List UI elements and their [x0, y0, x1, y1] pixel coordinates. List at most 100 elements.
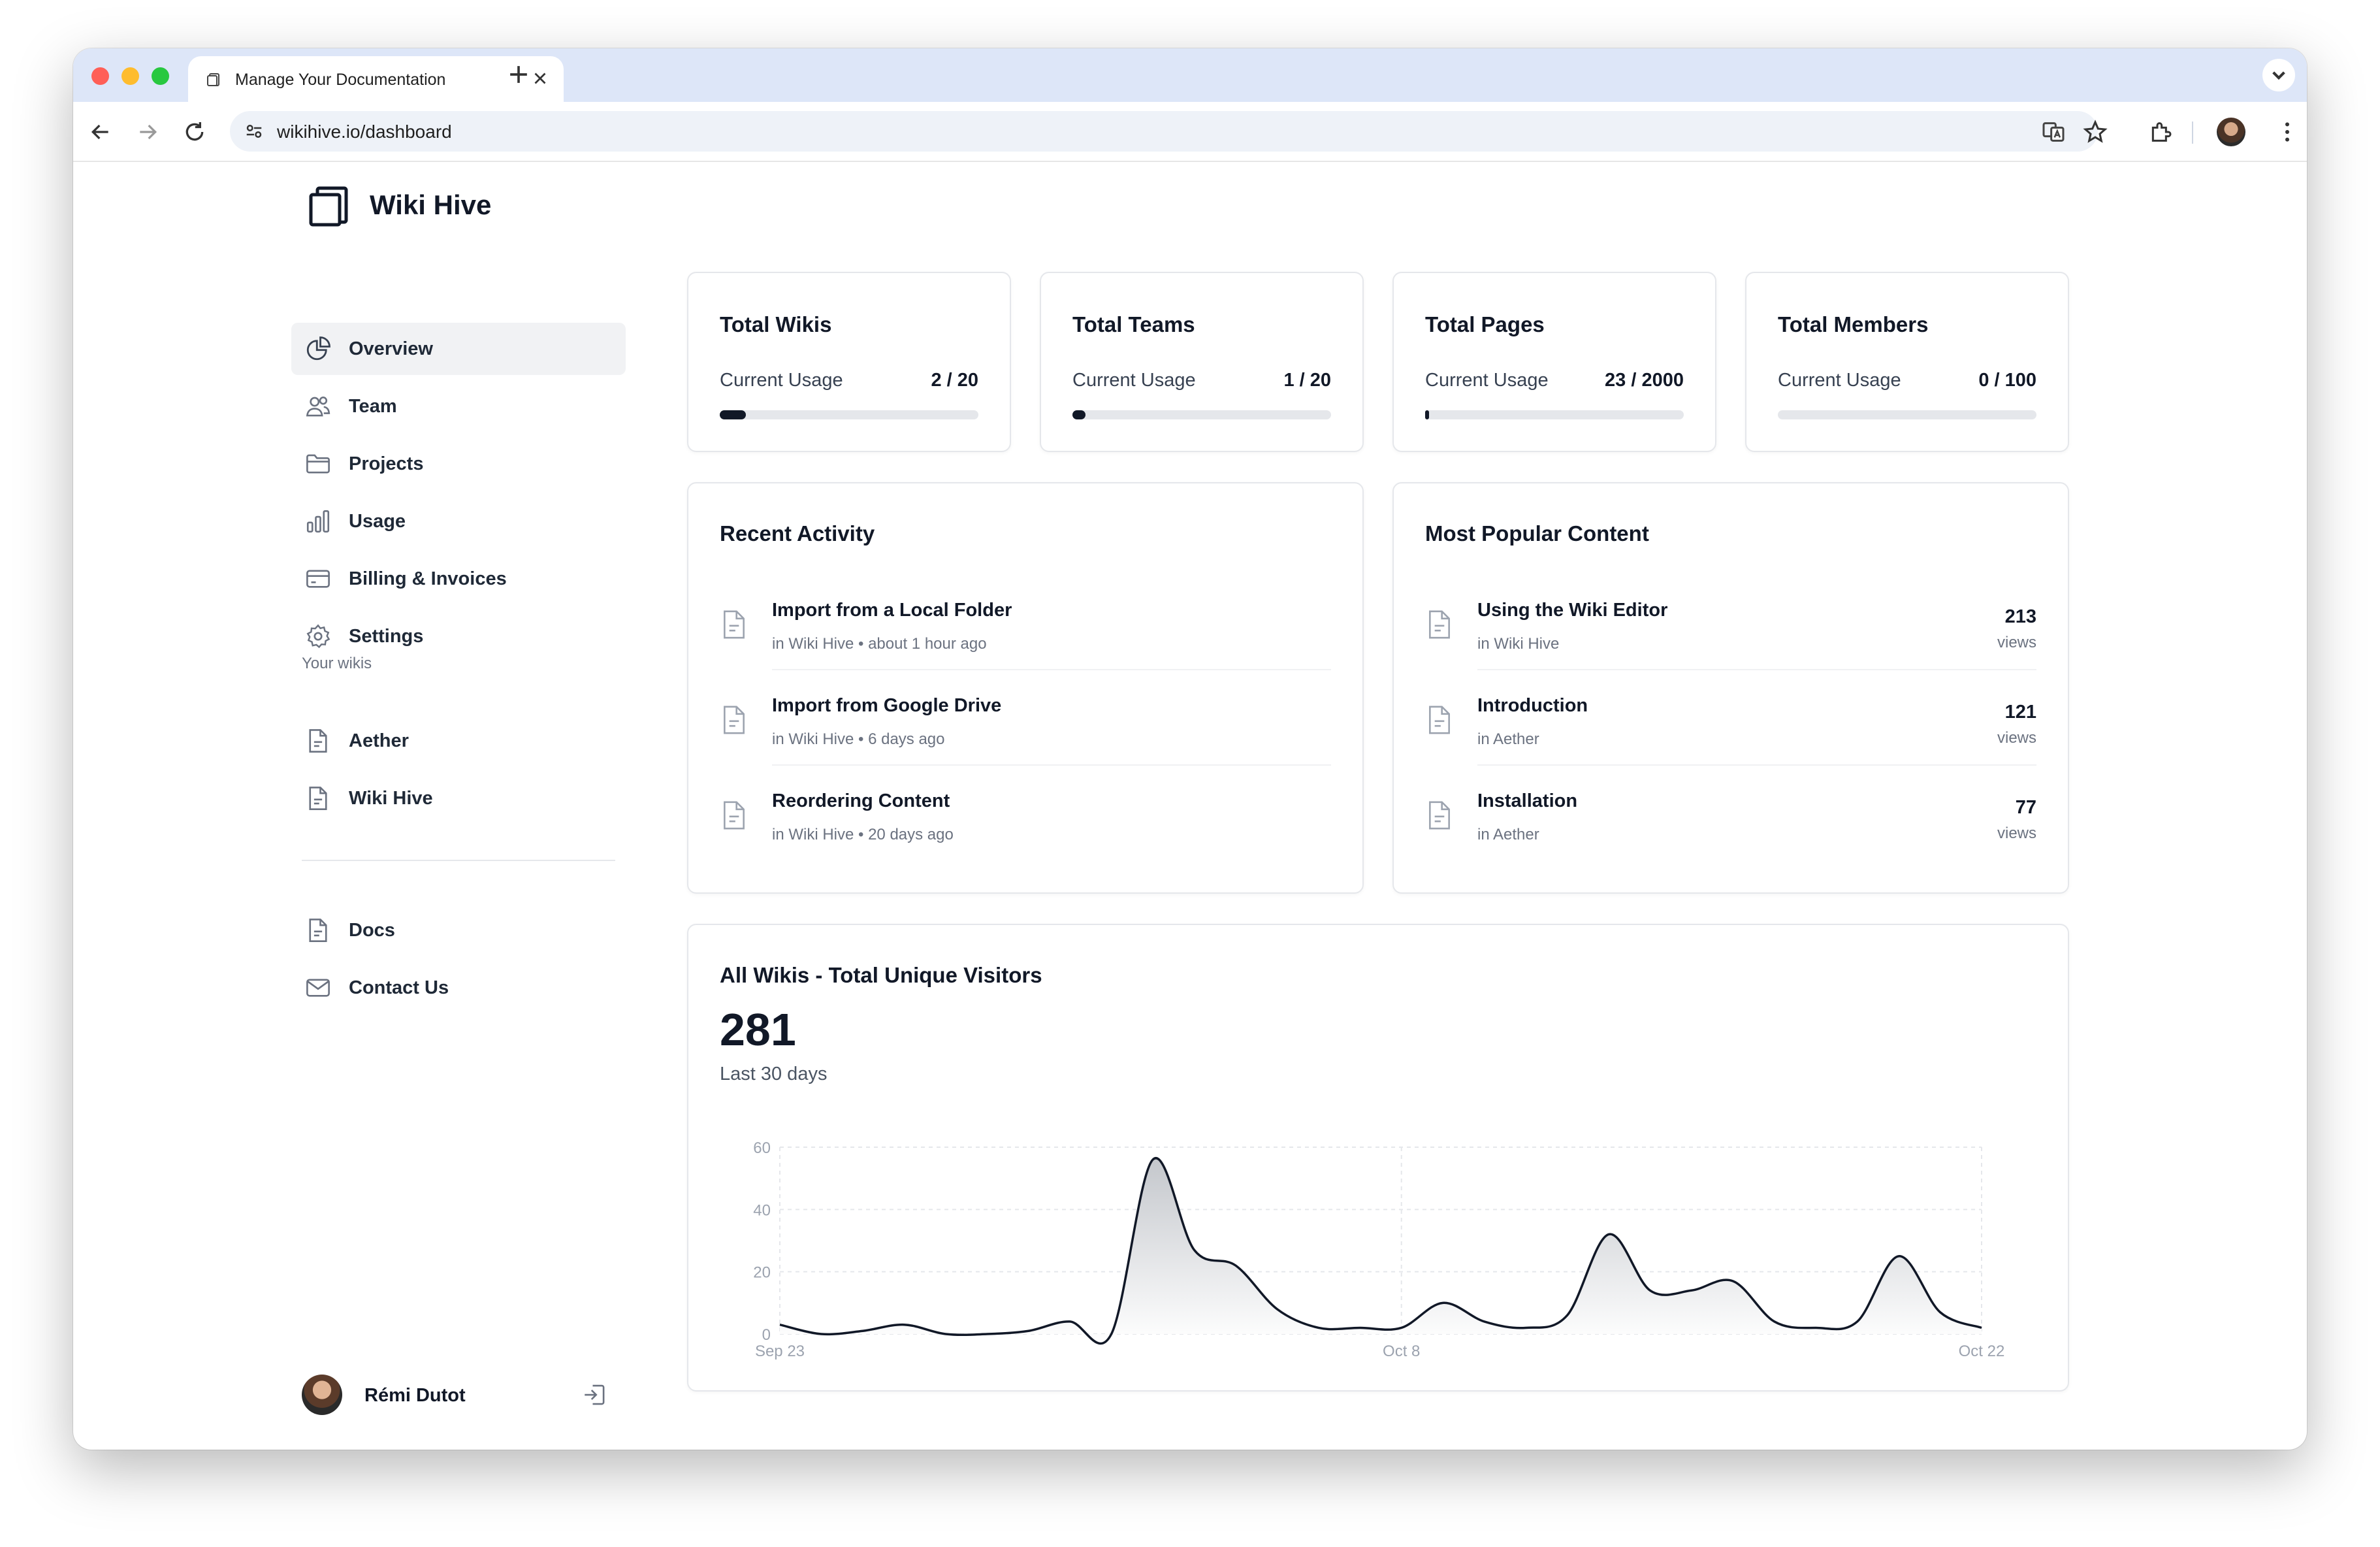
- address-bar[interactable]: wikihive.io/dashboard: [230, 111, 2098, 152]
- sidebar-item-label: Aether: [349, 730, 409, 751]
- mail-icon: [306, 979, 330, 997]
- view-count: 77: [2015, 797, 2036, 818]
- popular-item[interactable]: Installation in Aether 77 views: [1425, 766, 2036, 861]
- stat-title: Total Pages: [1425, 312, 1545, 336]
- sidebar-wiki-aether[interactable]: Aether: [291, 715, 626, 767]
- activity-title: Reordering Content: [772, 790, 950, 811]
- url-text: wikihive.io/dashboard: [277, 122, 452, 142]
- user-avatar[interactable]: [302, 1375, 342, 1415]
- gear-icon: [306, 624, 330, 649]
- wiki-hive-logo-icon[interactable]: [307, 184, 350, 227]
- sidebar-link-contact-us[interactable]: Contact Us: [291, 962, 626, 1014]
- browser-window: Manage Your Documentation wikihive.io/da…: [73, 48, 2307, 1450]
- x-tick-label: Oct 22: [1959, 1343, 2005, 1360]
- usage-progress-fill: [1425, 410, 1429, 419]
- activity-meta: in Wiki Hive • 6 days ago: [772, 730, 945, 748]
- pie-chart-icon: [306, 336, 330, 361]
- activity-title: Import from Google Drive: [772, 695, 1002, 716]
- translate-icon[interactable]: [2040, 119, 2066, 145]
- browser-toolbar: wikihive.io/dashboard: [73, 102, 2307, 162]
- view-unit: views: [1997, 634, 2036, 651]
- popular-item[interactable]: Introduction in Aether 121 views: [1425, 670, 2036, 766]
- close-window-button[interactable]: [91, 67, 109, 85]
- sidebar-item-projects[interactable]: Projects: [291, 438, 626, 490]
- stat-value: 2 / 20: [931, 370, 978, 391]
- popular-title: Using the Wiki Editor: [1477, 600, 1668, 621]
- extensions-icon[interactable]: [2147, 119, 2174, 145]
- credit-card-icon: [306, 570, 330, 588]
- app-content: Wiki Hive Overview Team Projects Usage B…: [73, 162, 2307, 1450]
- usage-progress-fill: [720, 410, 746, 419]
- close-tab-icon[interactable]: [530, 69, 550, 88]
- activity-meta: in Wiki Hive • about 1 hour ago: [772, 635, 987, 653]
- chevron-down-icon: [2272, 71, 2285, 80]
- sidebar-item-usage[interactable]: Usage: [291, 495, 626, 547]
- sidebar-item-settings[interactable]: Settings: [291, 610, 626, 662]
- stat-title: Total Wikis: [720, 312, 832, 336]
- sidebar-link-docs[interactable]: Docs: [291, 904, 626, 956]
- popular-item[interactable]: Using the Wiki Editor in Wiki Hive 213 v…: [1425, 575, 2036, 670]
- sidebar-item-billing[interactable]: Billing & Invoices: [291, 553, 626, 605]
- page-icon: [207, 73, 219, 86]
- row-divider: [1477, 764, 2036, 766]
- new-tab-icon[interactable]: [504, 60, 533, 89]
- popular-content-card: Most Popular Content Using the Wiki Edit…: [1392, 482, 2069, 894]
- user-name: Rémi Dutot: [364, 1385, 466, 1406]
- bookmark-star-icon[interactable]: [2082, 119, 2108, 145]
- more-menu-icon[interactable]: [2274, 119, 2300, 145]
- activity-item[interactable]: Import from Google Drive in Wiki Hive • …: [720, 670, 1331, 766]
- sidebar-item-label: Usage: [349, 511, 406, 532]
- view-unit: views: [1997, 824, 2036, 842]
- bar-chart-icon: [306, 510, 330, 533]
- activity-title: Import from a Local Folder: [772, 600, 1012, 621]
- tab-search-button[interactable]: [2262, 59, 2295, 91]
- popular-title: Introduction: [1477, 695, 1588, 716]
- profile-avatar[interactable]: [2217, 118, 2245, 146]
- view-unit: views: [1997, 729, 2036, 747]
- y-tick-label: 20: [753, 1264, 771, 1282]
- visitors-period: Last 30 days: [720, 1064, 828, 1084]
- stat-label: Current Usage: [1072, 370, 1196, 391]
- stat-title: Total Members: [1778, 312, 1929, 336]
- sidebar-item-label: Team: [349, 396, 397, 417]
- logout-icon[interactable]: [581, 1381, 609, 1409]
- activity-item[interactable]: Reordering Content in Wiki Hive • 20 day…: [720, 766, 1331, 861]
- sidebar-item-team[interactable]: Team: [291, 380, 626, 432]
- sidebar-item-label: Settings: [349, 626, 424, 647]
- popular-location: in Wiki Hive: [1477, 635, 1560, 653]
- minimize-window-button[interactable]: [121, 67, 139, 85]
- document-icon: [724, 801, 745, 830]
- activity-item[interactable]: Import from a Local Folder in Wiki Hive …: [720, 575, 1331, 670]
- site-settings-icon[interactable]: [244, 122, 264, 141]
- toolbar-divider: [2192, 122, 2193, 144]
- sidebar-wiki-wiki-hive[interactable]: Wiki Hive: [291, 772, 626, 824]
- back-arrow-icon[interactable]: [88, 119, 114, 145]
- popular-location: in Aether: [1477, 826, 1539, 843]
- stat-card-members: Total Members Current Usage 0 / 100: [1745, 272, 2069, 452]
- document-icon: [1429, 610, 1450, 639]
- reload-icon[interactable]: [182, 119, 208, 145]
- popular-title: Installation: [1477, 790, 1578, 811]
- sidebar-divider: [302, 860, 615, 861]
- stat-card-wikis: Total Wikis Current Usage 2 / 20: [687, 272, 1011, 452]
- row-divider: [772, 669, 1331, 670]
- popular-location: in Aether: [1477, 730, 1539, 748]
- card-title: Recent Activity: [720, 521, 875, 546]
- zoom-window-button[interactable]: [152, 67, 169, 85]
- brand-name: Wiki Hive: [370, 189, 492, 220]
- area-fill: [780, 1158, 1982, 1344]
- folder-icon: [306, 454, 330, 474]
- forward-arrow-icon[interactable]: [135, 119, 161, 145]
- stat-label: Current Usage: [1778, 370, 1901, 391]
- sidebar-item-overview[interactable]: Overview: [291, 323, 626, 375]
- document-icon: [309, 787, 327, 810]
- sidebar-item-label: Overview: [349, 338, 433, 359]
- stat-card-pages: Total Pages Current Usage 23 / 2000: [1392, 272, 1716, 452]
- browser-tab[interactable]: Manage Your Documentation: [188, 56, 564, 102]
- document-icon: [724, 706, 745, 734]
- document-icon: [1429, 801, 1450, 830]
- your-wikis-heading: Your wikis: [302, 655, 372, 672]
- usage-progress-bar: [1778, 410, 2036, 419]
- usage-progress-fill: [1072, 410, 1085, 419]
- sidebar-item-label: Contact Us: [349, 977, 449, 998]
